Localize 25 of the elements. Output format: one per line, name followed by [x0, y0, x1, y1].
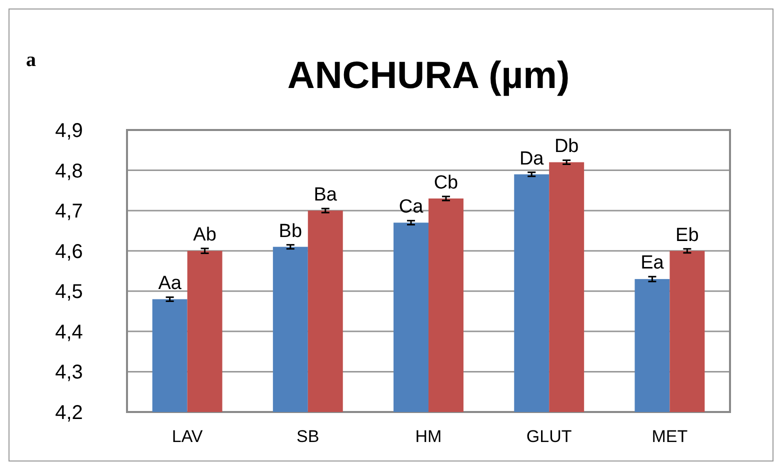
y-tick-label: 4,4 [55, 321, 83, 344]
data-label: Da [519, 148, 544, 170]
data-label: Db [554, 136, 579, 158]
data-label: Cb [434, 172, 458, 194]
x-tick-label: LAV [172, 427, 204, 446]
y-tick-label: 4,5 [55, 281, 83, 304]
x-tick-label: HM [415, 427, 442, 446]
y-tick-label: 4,9 [55, 120, 83, 142]
y-tick-label: 4,6 [55, 240, 83, 263]
chart-title: ANCHURA (µm) [287, 55, 570, 97]
y-tick-label: 4,8 [55, 160, 83, 182]
data-label: Eb [676, 224, 699, 246]
x-tick-label: GLUT [526, 427, 572, 446]
y-tick-label: 4,2 [55, 402, 83, 424]
data-label: Ab [193, 224, 216, 246]
text: a [26, 49, 36, 71]
x-tick-label: SB [296, 427, 320, 446]
data-label: Ea [640, 252, 664, 274]
data-label: Ca [398, 196, 424, 218]
data-label: Ba [314, 184, 338, 206]
data-label: Aa [158, 273, 182, 294]
y-tick-label: 4,7 [55, 200, 83, 223]
data-label: Bb [278, 220, 302, 242]
x-tick-label: MET [652, 427, 688, 446]
y-tick-label: 4,3 [55, 362, 83, 384]
